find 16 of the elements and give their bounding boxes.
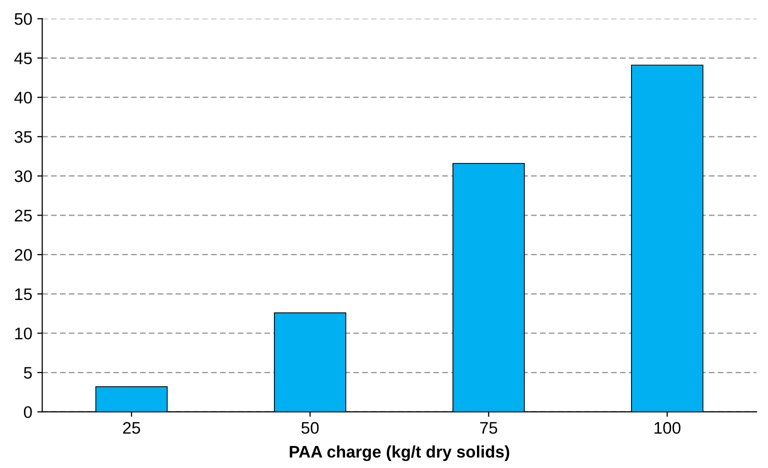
x-tick-label: 75 [480, 422, 498, 434]
y-tick-label: 0 [24, 406, 32, 418]
y-tick-label: 20 [14, 248, 32, 261]
y-tick-label: 15 [15, 288, 32, 300]
y-tick-label: 30 [14, 170, 32, 182]
x-axis-title: PAA charge (kg/t dry solids) [290, 445, 510, 462]
y-tick-label: 45 [14, 52, 32, 64]
y-tick-label: 10 [15, 328, 32, 340]
y-tick-label: 50 [14, 13, 32, 25]
y-tick-label: 5 [24, 367, 32, 379]
y-tick-label: 25 [14, 210, 32, 222]
x-tick-label: 50 [301, 422, 319, 434]
y-tick-label: 35 [14, 131, 32, 143]
x-tick-label: 25 [123, 422, 140, 434]
y-tick-label: 40 [14, 92, 32, 104]
x-tick-label: 100 [654, 422, 680, 434]
